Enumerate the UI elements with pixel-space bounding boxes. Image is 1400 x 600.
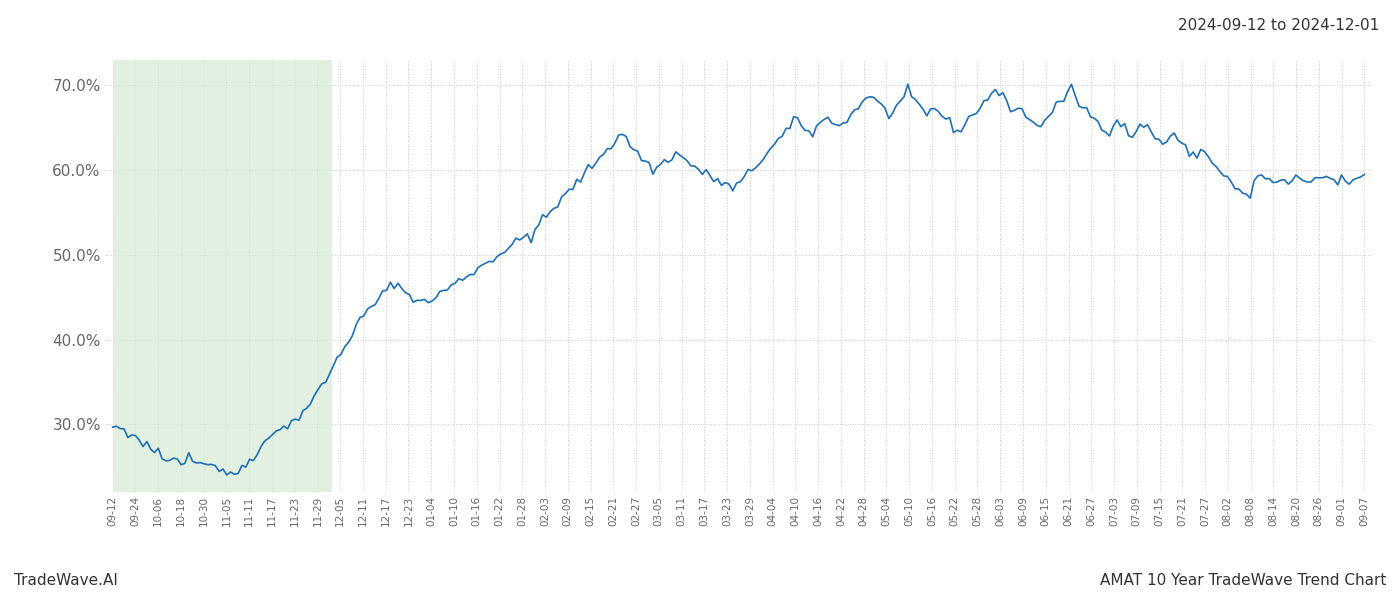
Text: 2024-09-12 to 2024-12-01: 2024-09-12 to 2024-12-01 xyxy=(1177,18,1379,33)
Text: TradeWave.AI: TradeWave.AI xyxy=(14,573,118,588)
Bar xyxy=(112,60,332,492)
Text: AMAT 10 Year TradeWave Trend Chart: AMAT 10 Year TradeWave Trend Chart xyxy=(1099,573,1386,588)
